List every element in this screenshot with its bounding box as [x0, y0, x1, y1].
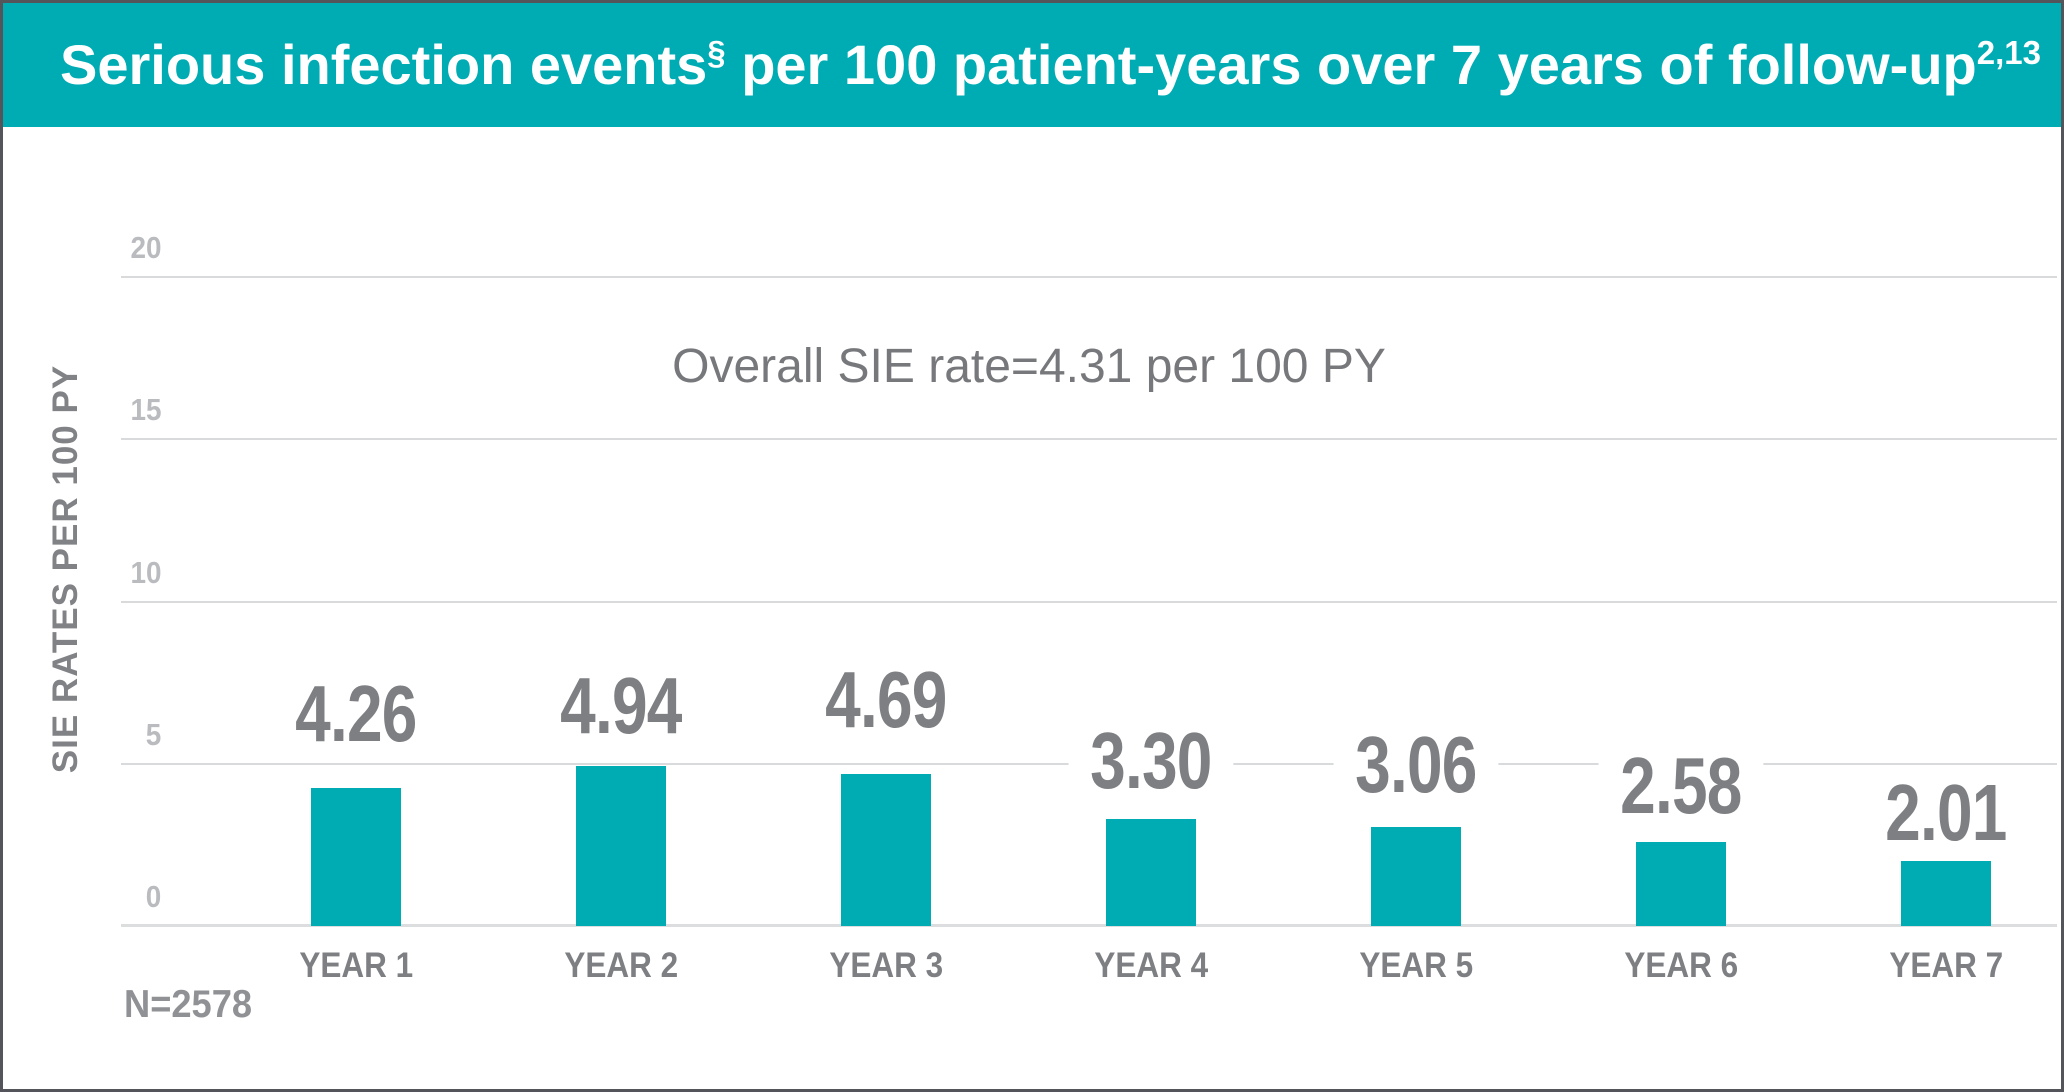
bar-value-label: 4.94	[451, 665, 791, 746]
page-title-reference-marker: 2,13	[1976, 34, 2041, 71]
y-tick-label-15: 15	[129, 392, 161, 428]
bar-year-2	[576, 765, 666, 926]
y-tick-label-0: 0	[145, 879, 161, 914]
bar-year-6	[1636, 842, 1726, 926]
title-banner: Serious infection events§ per 100 patien…	[3, 3, 2061, 127]
bar-value-label: 2.58	[1511, 746, 1851, 827]
page-title-footnote-marker: §	[707, 34, 726, 71]
x-tick-label-year-6: YEAR 6	[1624, 946, 1738, 985]
plot-area: Overall SIE rate=4.31 per 100 PY 0 5 10 15 2…	[121, 232, 2057, 983]
bar-year-3	[841, 773, 931, 926]
page-title: Serious infection events§ per 100 patien…	[60, 34, 2041, 93]
x-tick-label-year-2: YEAR 2	[564, 946, 678, 985]
bar-year-5	[1371, 826, 1461, 926]
bar-value-label: 3.30	[981, 720, 1321, 801]
bar-value-label: 2.01	[1776, 772, 2061, 853]
gridline-15	[121, 438, 2057, 441]
x-tick-label-year-7: YEAR 7	[1889, 946, 2003, 985]
gridline-10	[121, 600, 2057, 603]
bar-year-7	[1901, 860, 1991, 926]
bar-value-label: 3.06	[1246, 724, 1586, 805]
gridline-20	[121, 276, 2057, 278]
y-tick-label-20: 20	[129, 230, 161, 265]
sample-size-note: N=2578	[124, 983, 253, 1026]
x-tick-label-year-3: YEAR 3	[829, 946, 943, 985]
y-tick-label-10: 10	[129, 554, 161, 590]
y-tick-label-5: 5	[145, 716, 161, 752]
x-tick-label-year-5: YEAR 5	[1359, 946, 1473, 985]
page-title-text: Serious infection events	[60, 33, 708, 96]
bar-value-label: 4.69	[716, 659, 1056, 740]
bar-year-4	[1106, 818, 1196, 926]
overall-rate-annotation: Overall SIE rate=4.31 per 100 PY	[672, 340, 1386, 393]
bar-value-label: 4.26	[186, 673, 526, 754]
bar-year-1	[311, 787, 401, 926]
x-tick-label-year-4: YEAR 4	[1094, 946, 1208, 985]
page-title-text-2: per 100 patient-years over 7 years of fo…	[725, 33, 1977, 96]
x-axis-baseline	[121, 924, 2057, 927]
x-tick-label-year-1: YEAR 1	[299, 946, 413, 985]
